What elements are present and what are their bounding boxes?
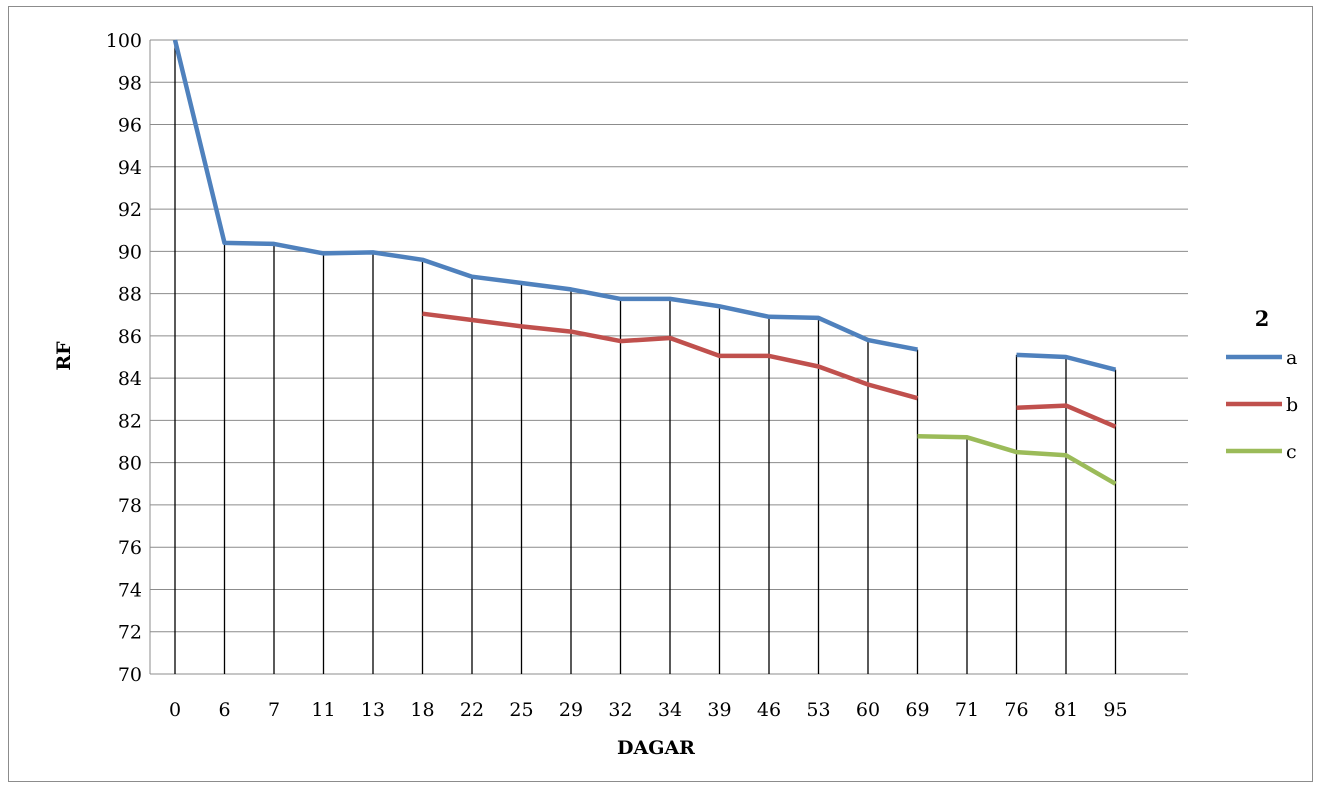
y-tick-label: 80 <box>118 453 142 475</box>
y-tick-label: 72 <box>118 622 142 644</box>
x-tick-label: 34 <box>658 699 682 721</box>
x-tick-label: 76 <box>1004 699 1028 721</box>
x-tick-label: 29 <box>559 699 583 721</box>
y-tick-label: 86 <box>118 326 142 348</box>
y-tick-label: 100 <box>106 30 142 52</box>
x-tick-label: 13 <box>361 699 385 721</box>
y-tick-label: 76 <box>118 537 142 559</box>
x-tick-label: 69 <box>905 699 929 721</box>
x-tick-label: 81 <box>1054 699 1078 721</box>
y-tick-label: 88 <box>118 284 142 306</box>
x-tick-label: 11 <box>311 699 335 721</box>
x-tick-label: 22 <box>460 699 484 721</box>
x-axis-title: DAGAR <box>617 737 695 759</box>
series-line-b <box>422 311 919 401</box>
x-tick-label: 32 <box>608 699 632 721</box>
x-tick-label: 53 <box>806 699 830 721</box>
legend-label-c: c <box>1286 441 1297 463</box>
x-tick-label: 25 <box>509 699 533 721</box>
y-tick-label: 70 <box>118 664 142 686</box>
y-tick-label: 78 <box>118 495 142 517</box>
legend-label-b: b <box>1286 394 1298 416</box>
y-tick-label: 96 <box>118 115 142 137</box>
series-line-a <box>172 39 918 352</box>
legend-label-a: a <box>1286 347 1297 369</box>
series-line-c <box>917 434 1117 486</box>
x-tick-label: 6 <box>218 699 230 721</box>
y-tick-label: 94 <box>118 157 142 179</box>
x-tick-label: 18 <box>410 699 434 721</box>
x-tick-label: 0 <box>169 699 181 721</box>
x-tick-label: 60 <box>856 699 880 721</box>
y-tick-label: 98 <box>118 72 142 94</box>
y-tick-label: 84 <box>118 368 142 390</box>
series-line-b <box>1016 403 1117 429</box>
y-tick-label: 92 <box>118 199 142 221</box>
x-tick-label: 71 <box>955 699 979 721</box>
x-tick-label: 46 <box>757 699 781 721</box>
y-tick-label: 82 <box>118 410 142 432</box>
legend-title: 2 <box>1255 306 1270 331</box>
y-axis-title: RF <box>53 341 75 371</box>
x-tick-label: 39 <box>707 699 731 721</box>
series-line-a <box>1016 352 1117 372</box>
x-tick-label: 95 <box>1103 699 1127 721</box>
chart-frame <box>8 6 1313 782</box>
x-tick-label: 7 <box>268 699 280 721</box>
y-tick-label: 74 <box>118 579 142 601</box>
y-tick-label: 90 <box>118 241 142 263</box>
